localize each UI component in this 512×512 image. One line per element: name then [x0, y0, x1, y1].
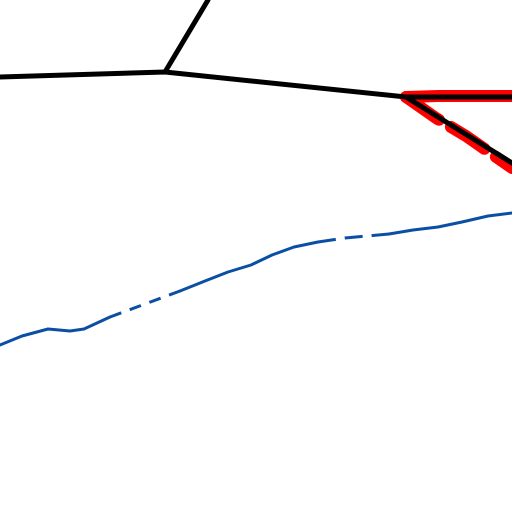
blue-line-segment-dashed-1: [109, 289, 181, 319]
road-north-branch[interactable]: [162, 0, 211, 75]
road-network[interactable]: [0, 0, 512, 166]
blue-line-segment-2: [178, 240, 320, 293]
road-main[interactable]: [0, 69, 512, 100]
blue-line-segment-dashed-2: [317, 232, 390, 244]
blue-line-segment-3: [387, 211, 512, 236]
blue-waterway-line: [0, 211, 512, 347]
road-southeast-branch[interactable]: [403, 94, 512, 166]
blue-line-segment-1: [0, 315, 112, 347]
